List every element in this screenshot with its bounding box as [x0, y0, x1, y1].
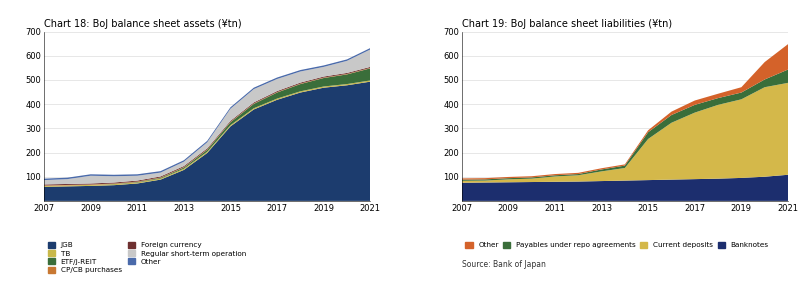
Text: Source: Bank of Japan: Source: Bank of Japan — [462, 260, 546, 269]
Text: Chart 19: BoJ balance sheet liabilities (¥tn): Chart 19: BoJ balance sheet liabilities … — [462, 20, 672, 29]
Legend: JGB, TB, ETF/J-REIT, CP/CB purchases, Foreign currency, Regular short-term opera: JGB, TB, ETF/J-REIT, CP/CB purchases, Fo… — [48, 242, 246, 273]
Text: Chart 18: BoJ balance sheet assets (¥tn): Chart 18: BoJ balance sheet assets (¥tn) — [44, 20, 242, 29]
Legend: Other, Payables under repo agreements, Current deposits, Banknotes: Other, Payables under repo agreements, C… — [466, 242, 769, 248]
